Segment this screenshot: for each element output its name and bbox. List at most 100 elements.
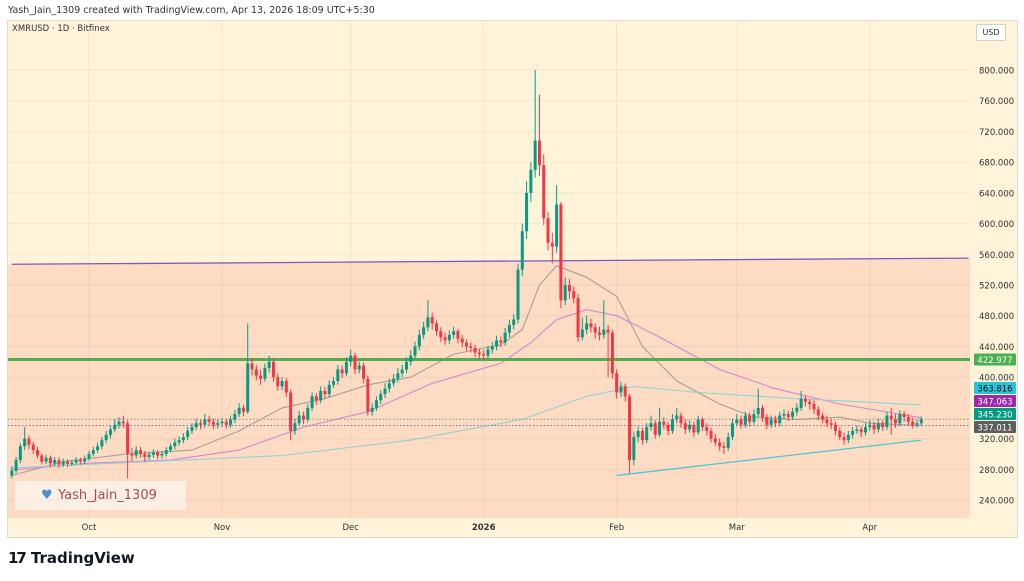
symbol-legend: XMRUSD · 1D · Bitfinex xyxy=(12,24,110,34)
candle-body xyxy=(709,430,713,439)
candle xyxy=(602,300,606,339)
candle-body xyxy=(319,390,323,401)
candle xyxy=(387,378,391,393)
candle-body xyxy=(812,404,816,410)
candle xyxy=(48,455,52,468)
candle xyxy=(525,181,529,239)
candle xyxy=(413,341,417,360)
candle-body xyxy=(503,332,507,343)
candle xyxy=(628,394,632,474)
y-tick-label: 320.000 xyxy=(979,435,1014,445)
candle xyxy=(173,438,177,450)
candle xyxy=(396,367,400,383)
candle xyxy=(169,443,173,453)
candle-body xyxy=(229,419,233,425)
candle xyxy=(825,415,829,428)
candle xyxy=(151,449,155,458)
candle xyxy=(503,328,507,346)
candle-body xyxy=(906,417,910,422)
candle xyxy=(906,414,910,426)
candle xyxy=(692,421,696,438)
candle-body xyxy=(636,430,640,438)
watermark-text: Yash_Jain_1309 xyxy=(58,488,157,503)
candle xyxy=(567,278,571,299)
candle xyxy=(53,457,57,467)
candle xyxy=(863,423,867,436)
candle-body xyxy=(675,415,679,420)
candle xyxy=(353,352,357,375)
candle-body xyxy=(23,438,27,447)
candle xyxy=(314,393,318,405)
candle xyxy=(254,364,258,381)
candle xyxy=(78,457,82,465)
candle-body xyxy=(203,419,207,425)
candle-body xyxy=(649,423,653,428)
candle-body xyxy=(366,378,370,412)
candle-body xyxy=(87,453,91,459)
candle-body xyxy=(619,386,623,393)
candle-body xyxy=(396,373,400,379)
candle-body xyxy=(842,437,846,441)
candle-body xyxy=(610,332,614,374)
candle xyxy=(696,415,700,435)
candle-body xyxy=(829,423,833,425)
candle-body xyxy=(353,355,357,370)
candle xyxy=(537,94,541,176)
candle xyxy=(31,441,35,454)
candle xyxy=(426,300,430,332)
candle xyxy=(143,450,147,462)
candle xyxy=(469,342,473,353)
price-label: 345.230 xyxy=(977,411,1012,421)
candle xyxy=(443,332,447,345)
candle-body xyxy=(233,414,237,420)
candle-body xyxy=(465,342,469,347)
candle-body xyxy=(400,369,404,374)
candle xyxy=(773,415,777,428)
candle xyxy=(795,403,799,416)
candle xyxy=(555,185,559,253)
currency-button[interactable]: USD xyxy=(976,24,1006,41)
moving-average-line xyxy=(11,385,922,469)
candle-body xyxy=(383,388,387,395)
candle xyxy=(688,420,692,433)
candle-body xyxy=(263,367,267,379)
candle-body xyxy=(632,437,636,461)
y-tick-label: 560.000 xyxy=(979,251,1014,261)
candle xyxy=(816,406,820,421)
candle-body xyxy=(598,332,602,335)
candle-body xyxy=(224,421,228,425)
x-tick-label: Feb xyxy=(609,523,624,533)
candle-body xyxy=(876,423,880,430)
candle xyxy=(898,410,902,427)
candle-body xyxy=(902,414,906,418)
candle xyxy=(821,412,825,424)
candle-body xyxy=(520,231,524,270)
candle-body xyxy=(756,407,760,415)
candle-body xyxy=(413,346,417,356)
candle xyxy=(598,326,602,341)
y-tick-label: 640.000 xyxy=(979,189,1014,199)
candle-body xyxy=(593,327,597,333)
candle-body xyxy=(670,419,674,431)
candle xyxy=(658,407,662,438)
candle xyxy=(211,418,215,430)
candle xyxy=(808,398,812,410)
candle-body xyxy=(207,419,211,422)
candle xyxy=(126,420,130,479)
candle-body xyxy=(70,462,74,464)
candle xyxy=(512,314,516,330)
candle xyxy=(829,418,833,430)
moving-average-line xyxy=(11,309,922,471)
candle xyxy=(868,420,872,431)
y-tick-label: 600.000 xyxy=(979,220,1014,230)
candle-body xyxy=(786,414,790,418)
tradingview-logo[interactable]: 17 TradingView xyxy=(8,549,135,567)
candle-body xyxy=(765,417,769,425)
candle-body xyxy=(349,355,353,362)
candle-body xyxy=(859,429,863,433)
candle xyxy=(876,418,880,433)
candle xyxy=(36,447,40,459)
candle-body xyxy=(688,424,692,430)
candle-body xyxy=(323,390,327,395)
